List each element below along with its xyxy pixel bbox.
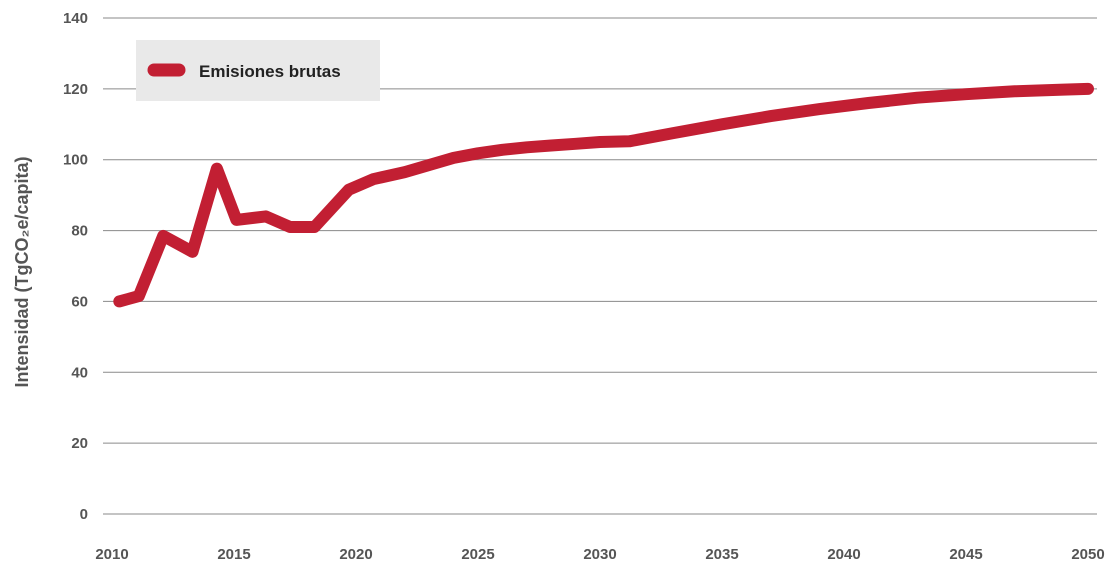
legend-label: Emisiones brutas: [199, 62, 341, 81]
series-layer: [113, 82, 1094, 308]
x-tick-label: 2050: [1071, 546, 1104, 563]
y-axis-ticks: 0 20 40 60 80 100 120 140: [63, 10, 88, 523]
y-tick-label: 120: [63, 81, 88, 98]
y-tick-label: 80: [71, 223, 88, 240]
x-tick-label: 2040: [827, 546, 860, 563]
legend: Emisiones brutas: [136, 40, 380, 101]
x-tick-label: 2030: [583, 546, 616, 563]
y-tick-label: 40: [71, 364, 88, 381]
x-tick-label: 2015: [217, 546, 250, 563]
y-axis-label: Intensidad (TgCO₂e/capita): [12, 156, 32, 387]
y-tick-label: 0: [80, 506, 88, 523]
x-axis-ticks: 2010 2015 2020 2025 2030 2035 2040 2045 2050: [95, 546, 1104, 563]
y-tick-label: 20: [71, 435, 88, 452]
x-tick-label: 2025: [461, 546, 494, 563]
x-tick-label: 2010: [95, 546, 128, 563]
x-tick-label: 2035: [705, 546, 738, 563]
y-tick-label: 60: [71, 293, 88, 310]
y-tick-label: 100: [63, 152, 88, 169]
x-tick-label: 2045: [949, 546, 982, 563]
x-tick-label: 2020: [339, 546, 372, 563]
y-tick-label: 140: [63, 10, 88, 27]
series-line-emisiones-brutas: [113, 82, 1094, 308]
